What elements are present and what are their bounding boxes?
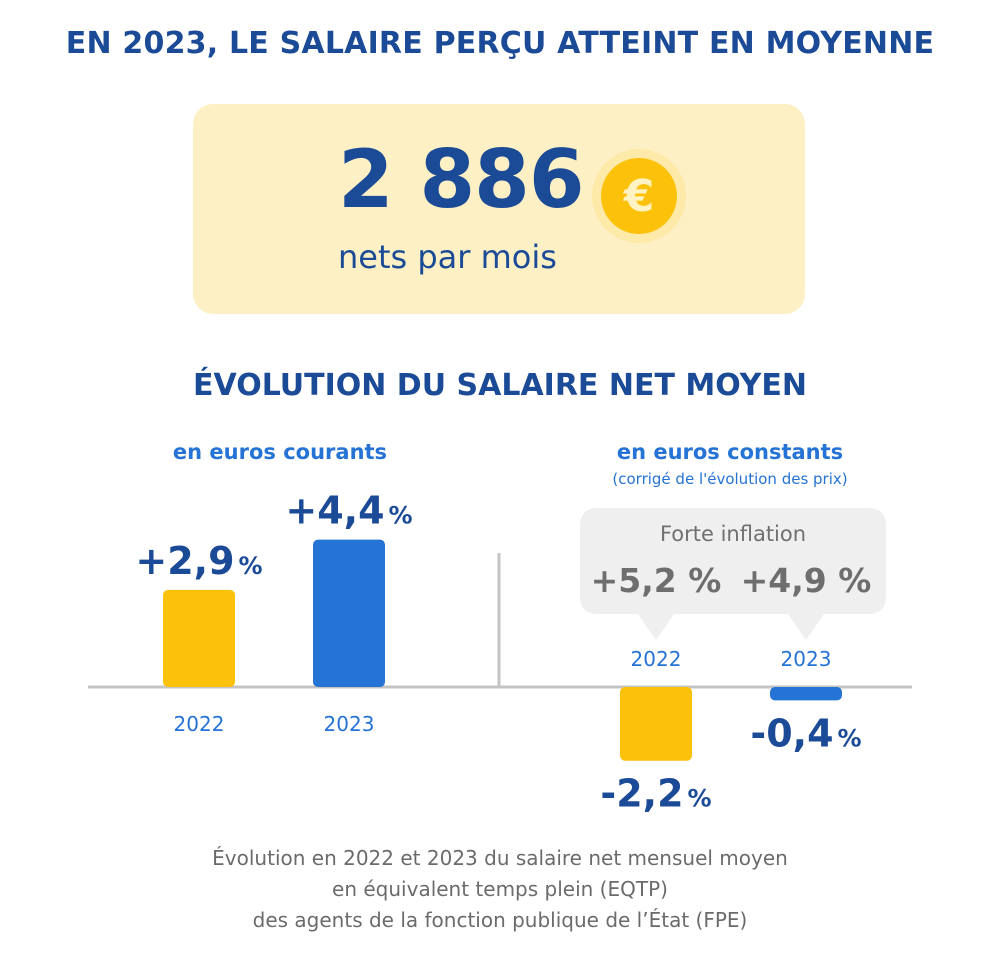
bar-2022 [163, 589, 235, 687]
section-title: ÉVOLUTION DU SALAIRE NET MOYEN [193, 368, 807, 403]
bar-2022 [620, 687, 692, 761]
caption-line-2: en équivalent temps plein (EQTP) [332, 877, 668, 901]
headline: EN 2023, LE SALAIRE PERÇU ATTEINT EN MOY… [65, 26, 935, 61]
caption-line-1: Évolution en 2022 et 2023 du salaire net… [212, 846, 788, 870]
bar-2023 [770, 687, 842, 701]
bar-value-label: -0,4% [750, 711, 861, 755]
chart-right-title: en euros constants [616, 440, 844, 464]
inflation-value-label: +5,2 % [591, 561, 722, 600]
bar-2023 [313, 539, 385, 687]
salary-highlight-box: 2 886 nets par mois € [193, 104, 805, 314]
inflation-callout-title: Forte inflation [660, 522, 806, 546]
chart-left-title: en euros courants [172, 440, 388, 464]
inflation-callout-bubble [580, 508, 886, 640]
inflation-value-label: +4,9 % [741, 561, 872, 600]
bar-value-label: +2,9% [135, 539, 262, 583]
tick-label: 2023 [781, 647, 832, 671]
euro-coin-symbol: € [623, 171, 655, 222]
euro-coin-icon: € [592, 149, 686, 243]
tick-label: 2023 [324, 712, 375, 736]
caption-line-3: des agents de la fonction publique de l’… [252, 908, 748, 932]
caption: Évolution en 2022 et 2023 du salaire net… [0, 843, 1000, 936]
bar-value-label: +4,4% [285, 489, 412, 533]
chart-right-subtitle: (corrigé de l'évolution des prix) [612, 470, 848, 488]
salary-unit: nets par mois [338, 238, 557, 276]
bar-value-label: -2,2% [600, 772, 711, 816]
salary-amount: 2 886 [338, 133, 585, 226]
tick-label: 2022 [631, 647, 682, 671]
tick-label: 2022 [174, 712, 225, 736]
